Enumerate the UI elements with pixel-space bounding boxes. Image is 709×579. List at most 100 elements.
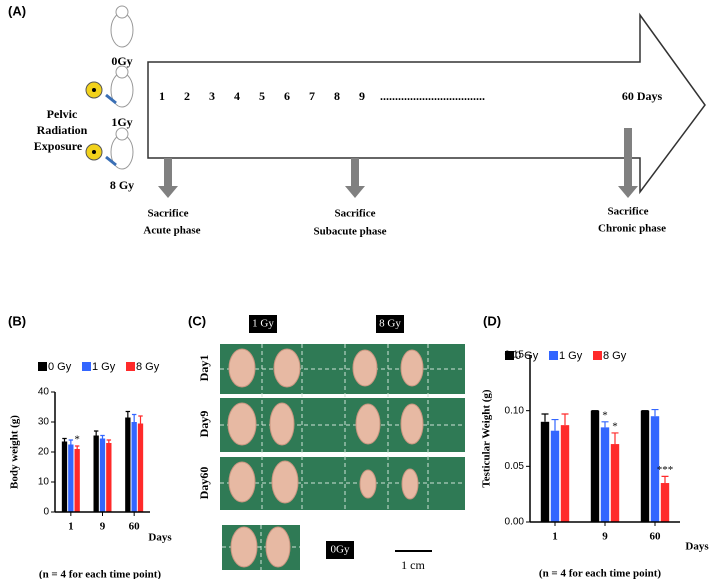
y-tick-label: 10 <box>38 477 50 488</box>
exposure-label: Pelvic <box>47 107 78 121</box>
day-number: 1 <box>159 89 165 103</box>
bar <box>137 423 144 512</box>
significance-marker: * <box>74 434 80 446</box>
day-number: 5 <box>259 89 265 103</box>
sacrifice-phase: Chronic phase <box>598 223 666 235</box>
error-bar <box>611 432 619 445</box>
bar <box>99 438 106 512</box>
legend-swatch <box>549 351 558 360</box>
y-tick-label: 0.05 <box>505 461 525 472</box>
error-bar <box>125 410 131 418</box>
radiation-icons <box>85 81 117 167</box>
note: (n = 4 for each time point) <box>39 569 161 579</box>
legend-label: 1 Gy <box>559 350 583 362</box>
bar <box>650 416 660 522</box>
error-bar <box>551 418 559 431</box>
bar <box>61 441 68 512</box>
row-label: Day1 <box>197 355 211 382</box>
legend-swatch <box>38 362 47 371</box>
x-tick-label: 60 <box>650 531 662 543</box>
legend-swatch <box>505 351 514 360</box>
bar <box>131 422 137 512</box>
bar <box>600 427 610 522</box>
error-bar <box>601 421 609 428</box>
sacrifice-title: Sacrifice <box>608 206 649 218</box>
y-axis-title: Testicular Weight (g) <box>481 389 493 488</box>
bar <box>590 410 600 522</box>
day-number: 9 <box>359 89 365 103</box>
bar <box>74 449 80 512</box>
x-axis-title: Days <box>148 532 172 544</box>
bar <box>640 410 650 522</box>
scale-label: 1 cm <box>401 558 425 572</box>
bar <box>660 483 670 522</box>
bar <box>106 443 112 512</box>
error-bar <box>100 434 105 439</box>
day-number: 7 <box>309 89 315 103</box>
sacrifice-phase: Acute phase <box>143 225 200 237</box>
group-box <box>376 315 404 333</box>
error-bar <box>68 439 74 445</box>
control-label: 0Gy <box>331 544 350 556</box>
exposure-label: Exposure <box>34 139 83 153</box>
y-tick-label: 40 <box>38 387 50 398</box>
x-tick-label: 1 <box>552 531 558 543</box>
error-bar <box>541 413 549 422</box>
sacrifice-arrows <box>158 128 638 198</box>
y-axis-title: Body weight (g) <box>9 415 21 489</box>
sacrifice-title: Sacrifice <box>335 208 376 220</box>
bar <box>550 430 560 522</box>
y-tick-label: 0.15 <box>505 350 525 361</box>
legend-label: 1 Gy <box>92 361 116 373</box>
y-tick-label: 0.00 <box>505 517 525 528</box>
error-bar <box>138 415 143 424</box>
group-label: 8 Gy <box>379 318 401 330</box>
error-bar <box>131 413 137 422</box>
error-bar <box>106 439 112 443</box>
day-number: 6 <box>284 89 290 103</box>
legend-label: 8 Gy <box>136 361 160 373</box>
row-label: Day60 <box>197 467 211 500</box>
dose-label: 0Gy <box>111 54 132 68</box>
legend-label: 8 Gy <box>603 350 627 362</box>
legend-swatch <box>593 351 602 360</box>
control-box <box>326 541 354 559</box>
day-number: 8 <box>334 89 340 103</box>
end-day: 60 Days <box>622 89 663 103</box>
row-label: Day9 <box>197 411 211 438</box>
dose-label: 8 Gy <box>110 178 134 192</box>
sacrifice-phase: Subacute phase <box>313 226 386 238</box>
error-bar <box>74 445 80 449</box>
day-number: 2 <box>184 89 190 103</box>
sacrifice-title: Sacrifice <box>148 208 189 220</box>
bar <box>125 417 131 512</box>
group-box <box>249 315 277 333</box>
panel-label: (C) <box>188 313 206 328</box>
y-tick-label: 0.10 <box>505 405 525 416</box>
x-axis-title: Days <box>685 541 709 553</box>
dose-label: 1Gy <box>111 115 132 129</box>
x-tick-label: 60 <box>129 521 141 533</box>
bar <box>560 425 570 522</box>
error-bar <box>561 413 569 426</box>
legend-label: 0 Gy <box>48 361 72 373</box>
ellipsis: ................................... <box>380 89 485 103</box>
y-tick-label: 0 <box>43 507 49 518</box>
day-list: 1 2 3 4 5 6 7 8 9 <box>159 89 365 103</box>
legend-swatch <box>82 362 91 371</box>
group-label: 1 Gy <box>252 318 274 330</box>
mouse-icons <box>110 5 134 170</box>
significance-marker: * <box>602 409 608 421</box>
x-tick-label: 1 <box>68 521 74 533</box>
day-number: 4 <box>234 89 240 103</box>
panel-label: (D) <box>483 313 501 328</box>
testis-photos <box>220 344 465 570</box>
significance-marker: *** <box>657 464 674 476</box>
significance-marker: * <box>612 420 618 432</box>
bar <box>610 444 620 522</box>
note: (n = 4 for each time point) <box>539 568 661 579</box>
error-bar <box>93 430 99 436</box>
panel-label: (A) <box>8 3 26 18</box>
x-tick-label: 9 <box>602 531 608 543</box>
y-tick-label: 30 <box>38 417 50 428</box>
